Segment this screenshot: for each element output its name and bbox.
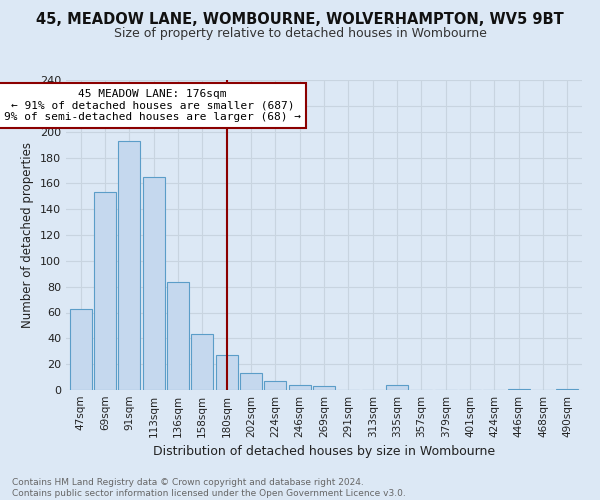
Text: 45 MEADOW LANE: 176sqm
← 91% of detached houses are smaller (687)
9% of semi-det: 45 MEADOW LANE: 176sqm ← 91% of detached…: [4, 89, 301, 122]
Bar: [313, 386, 335, 390]
Bar: [191, 334, 213, 390]
Bar: [265, 381, 286, 390]
Bar: [508, 388, 530, 390]
Bar: [167, 282, 189, 390]
Bar: [240, 373, 262, 390]
Bar: [386, 385, 408, 390]
Bar: [556, 388, 578, 390]
Text: 45, MEADOW LANE, WOMBOURNE, WOLVERHAMPTON, WV5 9BT: 45, MEADOW LANE, WOMBOURNE, WOLVERHAMPTO…: [36, 12, 564, 28]
Bar: [215, 355, 238, 390]
Bar: [289, 385, 311, 390]
Bar: [70, 308, 92, 390]
Text: Contains HM Land Registry data © Crown copyright and database right 2024.
Contai: Contains HM Land Registry data © Crown c…: [12, 478, 406, 498]
Bar: [118, 140, 140, 390]
Y-axis label: Number of detached properties: Number of detached properties: [22, 142, 34, 328]
X-axis label: Distribution of detached houses by size in Wombourne: Distribution of detached houses by size …: [153, 446, 495, 458]
Text: Size of property relative to detached houses in Wombourne: Size of property relative to detached ho…: [113, 28, 487, 40]
Bar: [94, 192, 116, 390]
Bar: [143, 177, 164, 390]
